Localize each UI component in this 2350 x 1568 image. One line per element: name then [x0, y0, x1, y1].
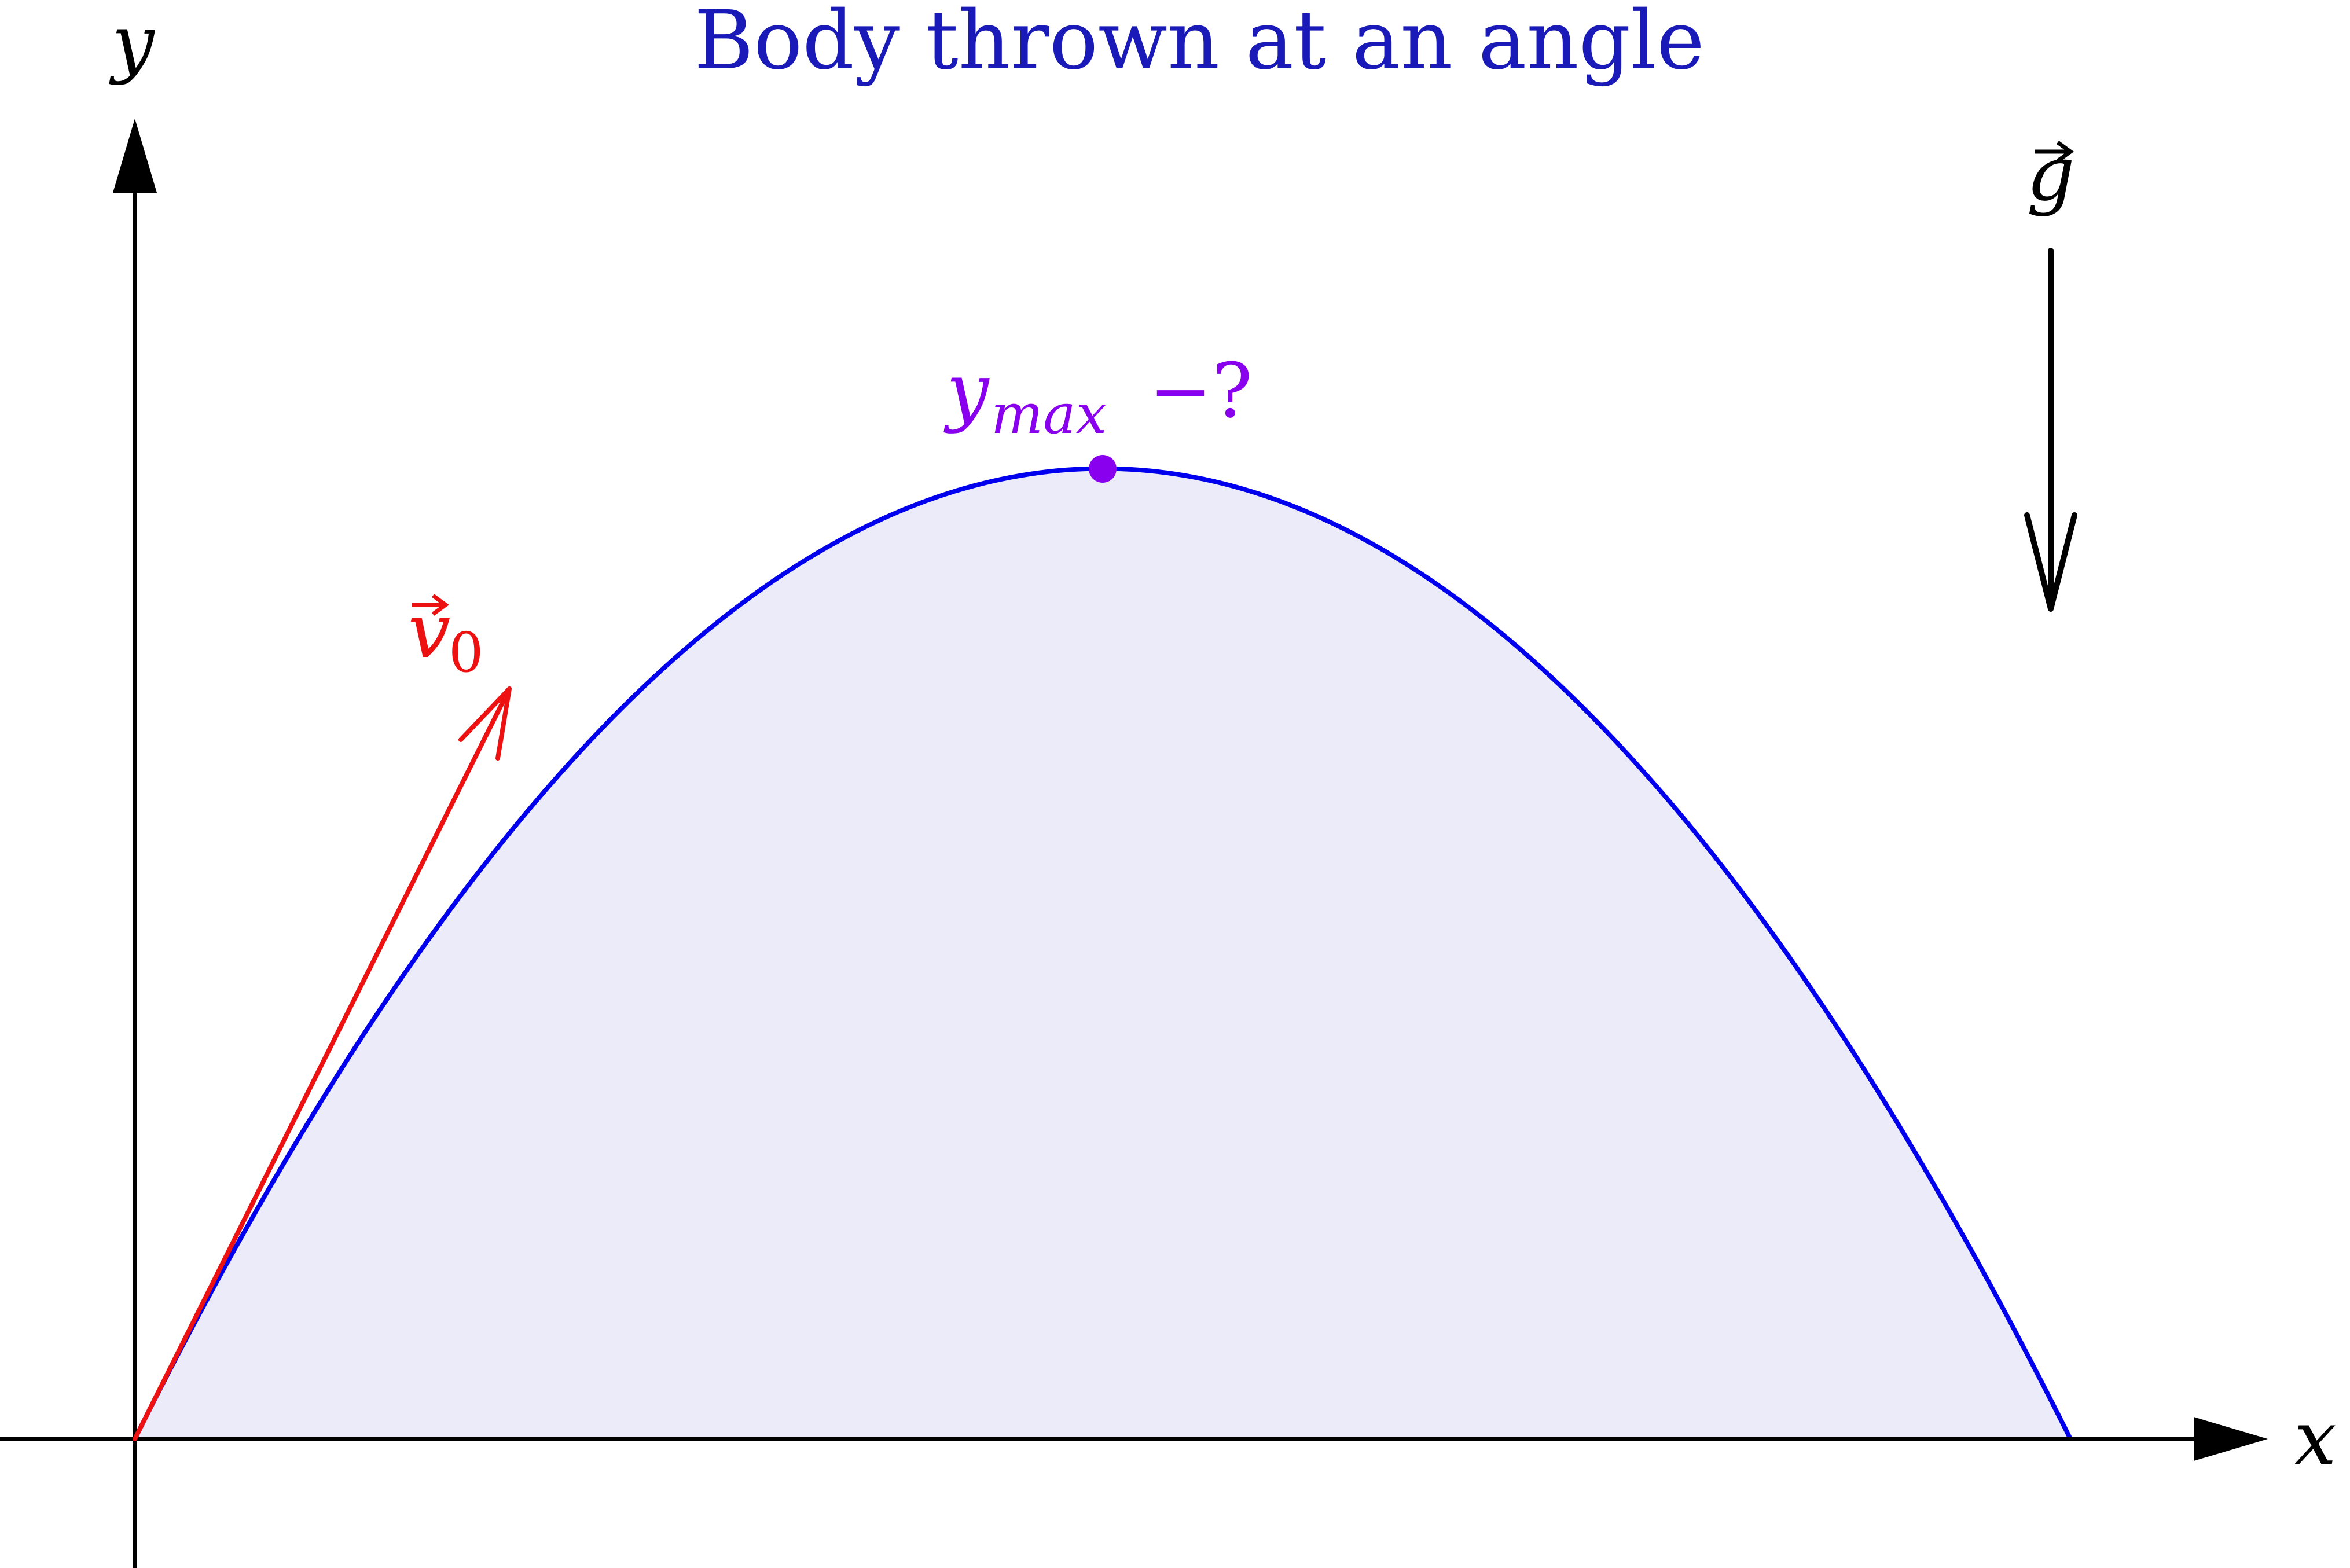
- velocity-vector-icon: [412, 594, 449, 616]
- velocity-arrow: [133, 686, 512, 1441]
- gravity-arrowhead-icon: [2024, 512, 2077, 612]
- x-axis-label: x: [2294, 1394, 2336, 1482]
- x-axis-arrowhead-icon: [2194, 1417, 2268, 1461]
- gravity-label: g: [2026, 130, 2074, 218]
- gravity-arrow: [2024, 248, 2077, 612]
- velocity-label-subscript: 0: [449, 621, 483, 685]
- apex-label-letter: y: [943, 347, 990, 435]
- apex-label: y max −?: [943, 347, 1253, 446]
- velocity-label: v 0: [408, 587, 483, 685]
- diagram-title: Body thrown at an angle: [694, 0, 1705, 88]
- velocity-arrow-shaft: [133, 686, 512, 1441]
- y-axis-label: y: [109, 0, 155, 86]
- y-axis: [113, 119, 157, 1568]
- velocity-label-letter: v: [408, 587, 450, 675]
- gravity-vector-icon: [2035, 141, 2074, 163]
- gravity-label-letter: g: [2026, 130, 2074, 218]
- apex-label-suffix: −?: [1149, 347, 1253, 435]
- y-axis-arrowhead-icon: [113, 119, 157, 193]
- apex-label-subscript: max: [991, 383, 1107, 446]
- x-axis: [0, 1417, 2268, 1461]
- apex-point: [1089, 455, 1117, 483]
- velocity-arrowhead-icon: [458, 686, 512, 761]
